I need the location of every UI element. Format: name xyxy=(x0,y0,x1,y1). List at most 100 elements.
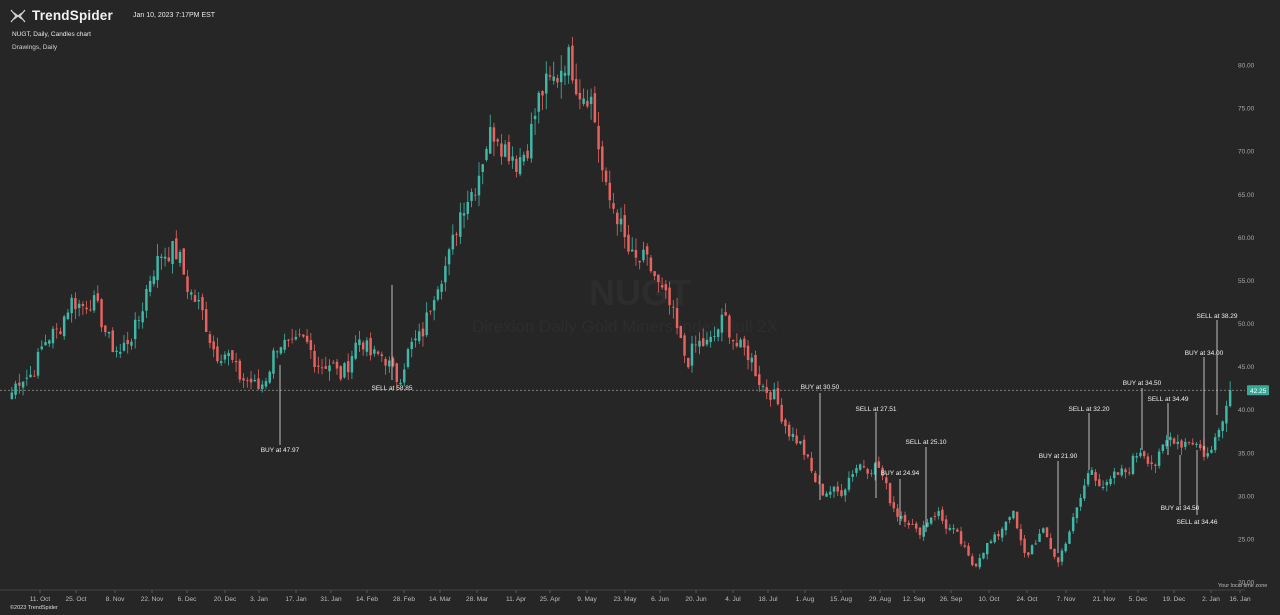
brand-logo[interactable]: TrendSpider Jan 10, 2023 7:17PM EST xyxy=(10,8,215,23)
candle xyxy=(1053,548,1056,560)
price-axis[interactable]: 20.00 25.00 30.00 35.00 40.00 45.00 50.00 55.00… xyxy=(1238,63,1255,587)
candle xyxy=(14,380,17,399)
candle-body xyxy=(234,360,238,363)
candle xyxy=(290,328,294,344)
candle-body xyxy=(425,312,428,336)
candle xyxy=(373,345,376,357)
candle-body xyxy=(1086,473,1090,485)
candle xyxy=(25,369,29,386)
candle xyxy=(33,369,36,378)
candle-body xyxy=(963,545,967,547)
candle-body xyxy=(488,127,492,154)
candle xyxy=(130,338,133,350)
candle xyxy=(601,140,604,182)
candle xyxy=(679,325,683,339)
trade-signal[interactable]: SELL at 58.85 xyxy=(372,285,413,392)
candle xyxy=(739,337,742,348)
candle-body xyxy=(328,365,331,372)
signal-label: BUY at 21.90 xyxy=(1039,453,1078,460)
trade-signal[interactable]: SELL at 27.51 xyxy=(856,406,897,498)
candle-body xyxy=(881,467,884,477)
candle-body xyxy=(1060,550,1064,562)
candle xyxy=(40,340,43,351)
candle-body xyxy=(171,241,174,265)
candle xyxy=(997,530,1000,540)
candle xyxy=(967,542,970,557)
trade-signal[interactable]: SELL at 34.49 xyxy=(1148,396,1189,455)
candle-body xyxy=(1071,517,1075,532)
timezone-note[interactable]: Your local time zone xyxy=(1218,583,1268,589)
candle-body xyxy=(1045,527,1049,538)
watermark-symbol: NUGT xyxy=(589,272,691,313)
trade-signal[interactable]: BUY at 30.50 xyxy=(801,384,840,500)
candle-body xyxy=(287,339,290,341)
candle xyxy=(190,289,193,301)
candle xyxy=(937,507,940,520)
trade-signal[interactable]: SELL at 38.29 xyxy=(1197,313,1238,415)
candle-body xyxy=(55,328,58,330)
candle-body xyxy=(530,123,533,159)
candle xyxy=(272,347,275,379)
candle-body xyxy=(81,303,85,307)
candle xyxy=(163,247,167,267)
trade-signal[interactable]: BUY at 21.90 xyxy=(1039,453,1078,553)
candle xyxy=(552,61,555,85)
candle xyxy=(1094,469,1097,487)
candle xyxy=(616,209,619,236)
candle xyxy=(571,36,574,84)
candle xyxy=(85,300,88,315)
candle xyxy=(51,326,55,349)
candle-body xyxy=(216,346,219,362)
candle-body xyxy=(900,515,903,519)
candle-body xyxy=(40,346,43,350)
trade-signal[interactable]: SELL at 25.10 xyxy=(906,439,947,532)
candle xyxy=(111,327,115,353)
candle-body xyxy=(391,358,395,367)
candle xyxy=(728,314,731,344)
candle-body xyxy=(1056,557,1060,563)
time-tick-label: 28. Feb xyxy=(393,596,415,603)
candle-body xyxy=(182,248,186,275)
trade-signal[interactable]: SELL at 32.20 xyxy=(1069,406,1110,470)
candle-body xyxy=(410,341,413,350)
candle xyxy=(758,365,761,392)
candle xyxy=(825,491,828,498)
candle-body xyxy=(485,149,488,160)
candle-body xyxy=(1012,510,1015,519)
trade-signal[interactable]: BUY at 34.50 xyxy=(1161,455,1200,512)
candle xyxy=(1213,433,1217,454)
candle xyxy=(1027,552,1030,558)
candle xyxy=(683,332,686,364)
trade-signal[interactable]: SELL at 34.46 xyxy=(1177,450,1218,526)
candle xyxy=(335,358,339,375)
candle xyxy=(672,300,675,319)
time-tick-label: 10. Oct xyxy=(979,596,1000,603)
candle xyxy=(772,382,776,400)
candle-body xyxy=(500,143,503,157)
candle xyxy=(77,299,81,317)
candle xyxy=(776,381,780,406)
candle xyxy=(1165,434,1168,450)
trendspider-logo-icon xyxy=(10,9,26,22)
candle-body xyxy=(888,483,892,504)
candle xyxy=(1071,513,1075,534)
time-axis[interactable]: 11. Oct 25. Oct 8. Nov 22. Nov 6. Dec 20. Dec… xyxy=(30,590,1251,603)
trade-signal[interactable]: BUY at 34.00 xyxy=(1185,350,1224,450)
candle-body xyxy=(492,127,496,142)
candle xyxy=(204,301,208,333)
trade-signal[interactable]: BUY at 24.94 xyxy=(881,470,920,525)
candle-body xyxy=(1101,486,1105,489)
trade-signal[interactable]: BUY at 34.50 xyxy=(1123,380,1162,450)
candle-body xyxy=(1075,507,1079,519)
candle xyxy=(873,461,877,481)
candle xyxy=(403,363,406,387)
candle-body xyxy=(126,340,129,345)
candle-body xyxy=(690,343,694,366)
candle xyxy=(115,346,118,358)
trade-signal[interactable]: BUY at 47.97 xyxy=(261,365,300,454)
candle-body xyxy=(119,351,122,354)
candle-body xyxy=(429,310,432,312)
candle-body xyxy=(264,381,268,387)
candle-body xyxy=(253,379,257,382)
